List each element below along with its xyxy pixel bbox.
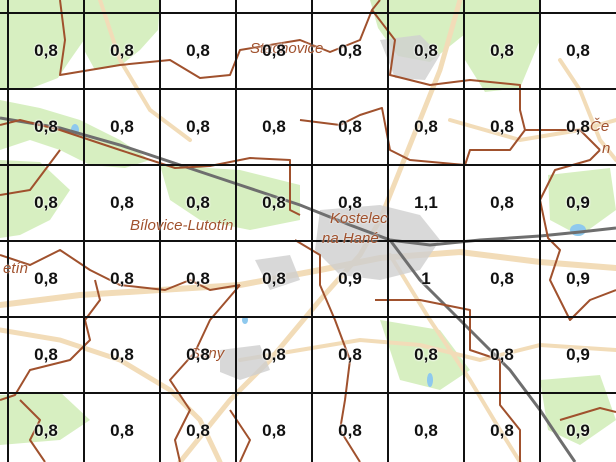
cell-value: 0,8 <box>262 117 286 136</box>
cell-value: 0,8 <box>414 117 438 136</box>
cell-value: 0,8 <box>186 345 210 364</box>
cell-value: 0,8 <box>34 421 58 440</box>
cell-value: 0,8 <box>338 41 362 60</box>
cell-value: 0,8 <box>338 117 362 136</box>
cell-value: 0,8 <box>338 421 362 440</box>
built-up-area <box>220 345 270 380</box>
forest-area <box>160 165 300 230</box>
railway <box>0 116 616 462</box>
forest-area <box>460 0 540 92</box>
forest-area <box>0 160 70 238</box>
place-label-na-hane: na Hané <box>322 230 379 247</box>
cell-value: 0,8 <box>186 193 210 212</box>
cell-value: 1,1 <box>414 193 438 212</box>
boundary-line <box>539 149 616 321</box>
built-up-area <box>255 255 300 290</box>
forest-area <box>548 168 616 236</box>
cell-value: 0,8 <box>186 41 210 60</box>
place-label-bilovice-lutotin: Bílovice-Lutotín <box>130 217 234 234</box>
boundary-line <box>0 149 61 196</box>
boundary-line <box>375 299 521 462</box>
cell-value: 0,8 <box>490 193 514 212</box>
boundary-line <box>169 284 241 462</box>
cell-value: 0,8 <box>490 269 514 288</box>
forest-area <box>0 392 90 445</box>
boundary-line <box>19 399 46 462</box>
cell-value: 0,8 <box>110 421 134 440</box>
cell-value: 0,8 <box>490 421 514 440</box>
cell-value: 0,8 <box>566 41 590 60</box>
cell-value: 0,8 <box>414 421 438 440</box>
cell-value: 0,8 <box>186 117 210 136</box>
cell-value: 0,8 <box>262 193 286 212</box>
place-label-otin: etín <box>3 260 29 277</box>
cell-value: 0,8 <box>34 41 58 60</box>
cell-value: 0,9 <box>338 269 362 288</box>
boundary-line <box>559 407 616 421</box>
cell-value: 0,8 <box>186 269 210 288</box>
cell-value: 0,8 <box>338 193 362 212</box>
road <box>558 58 616 162</box>
cell-value: 0,8 <box>566 117 590 136</box>
cell-value: 0,8 <box>262 421 286 440</box>
place-label-stachovice: Stachovice <box>250 40 324 57</box>
cell-value: 0,8 <box>110 193 134 212</box>
forest-area <box>380 320 470 390</box>
cell-value: 0,8 <box>34 117 58 136</box>
cell-value: 0,8 <box>414 345 438 364</box>
forest-areas <box>0 0 616 445</box>
place-label-stany: Sany <box>190 345 225 362</box>
cell-value: 0,8 <box>338 345 362 364</box>
boundary-line <box>294 239 361 462</box>
cell-value: 0,8 <box>186 421 210 440</box>
cell-value: 0,8 <box>262 345 286 364</box>
cell-value: 0,9 <box>566 421 590 440</box>
cell-value: 0,8 <box>110 41 134 60</box>
cell-value: 0,8 <box>490 41 514 60</box>
railway-line <box>388 239 577 462</box>
cell-value: 0,8 <box>262 269 286 288</box>
cell-value: 0,8 <box>34 193 58 212</box>
boundary-line <box>59 0 381 79</box>
road <box>448 118 616 143</box>
road <box>388 253 522 462</box>
cell-value: 0,8 <box>110 117 134 136</box>
cell-value: 0,8 <box>110 269 134 288</box>
railway-line <box>0 116 616 247</box>
cell-value: 1 <box>421 269 431 288</box>
cell-value: 0,8 <box>414 41 438 60</box>
road <box>98 0 192 142</box>
road <box>0 327 223 462</box>
cell-value: 0,9 <box>566 345 590 364</box>
place-label-kostelec: Kostelec <box>330 210 388 227</box>
pond <box>427 373 433 387</box>
cell-value: 0,9 <box>566 269 590 288</box>
forest-area <box>84 0 160 70</box>
cell-value: 0,8 <box>490 345 514 364</box>
boundary-line <box>0 249 241 291</box>
cell-value: 0,8 <box>34 269 58 288</box>
boundary-line <box>371 9 526 131</box>
boundary-line <box>299 107 601 166</box>
place-label-cechy: Če <box>590 118 610 135</box>
cell-value: 0,9 <box>566 193 590 212</box>
cell-value: 0,8 <box>262 41 286 60</box>
place-label-cechy-2: n <box>602 140 611 157</box>
boundary-line <box>0 279 101 401</box>
cell-value: 0,8 <box>34 345 58 364</box>
cell-value: 0,8 <box>110 345 134 364</box>
boundary-line <box>0 119 301 216</box>
cell-value: 0,8 <box>490 117 514 136</box>
